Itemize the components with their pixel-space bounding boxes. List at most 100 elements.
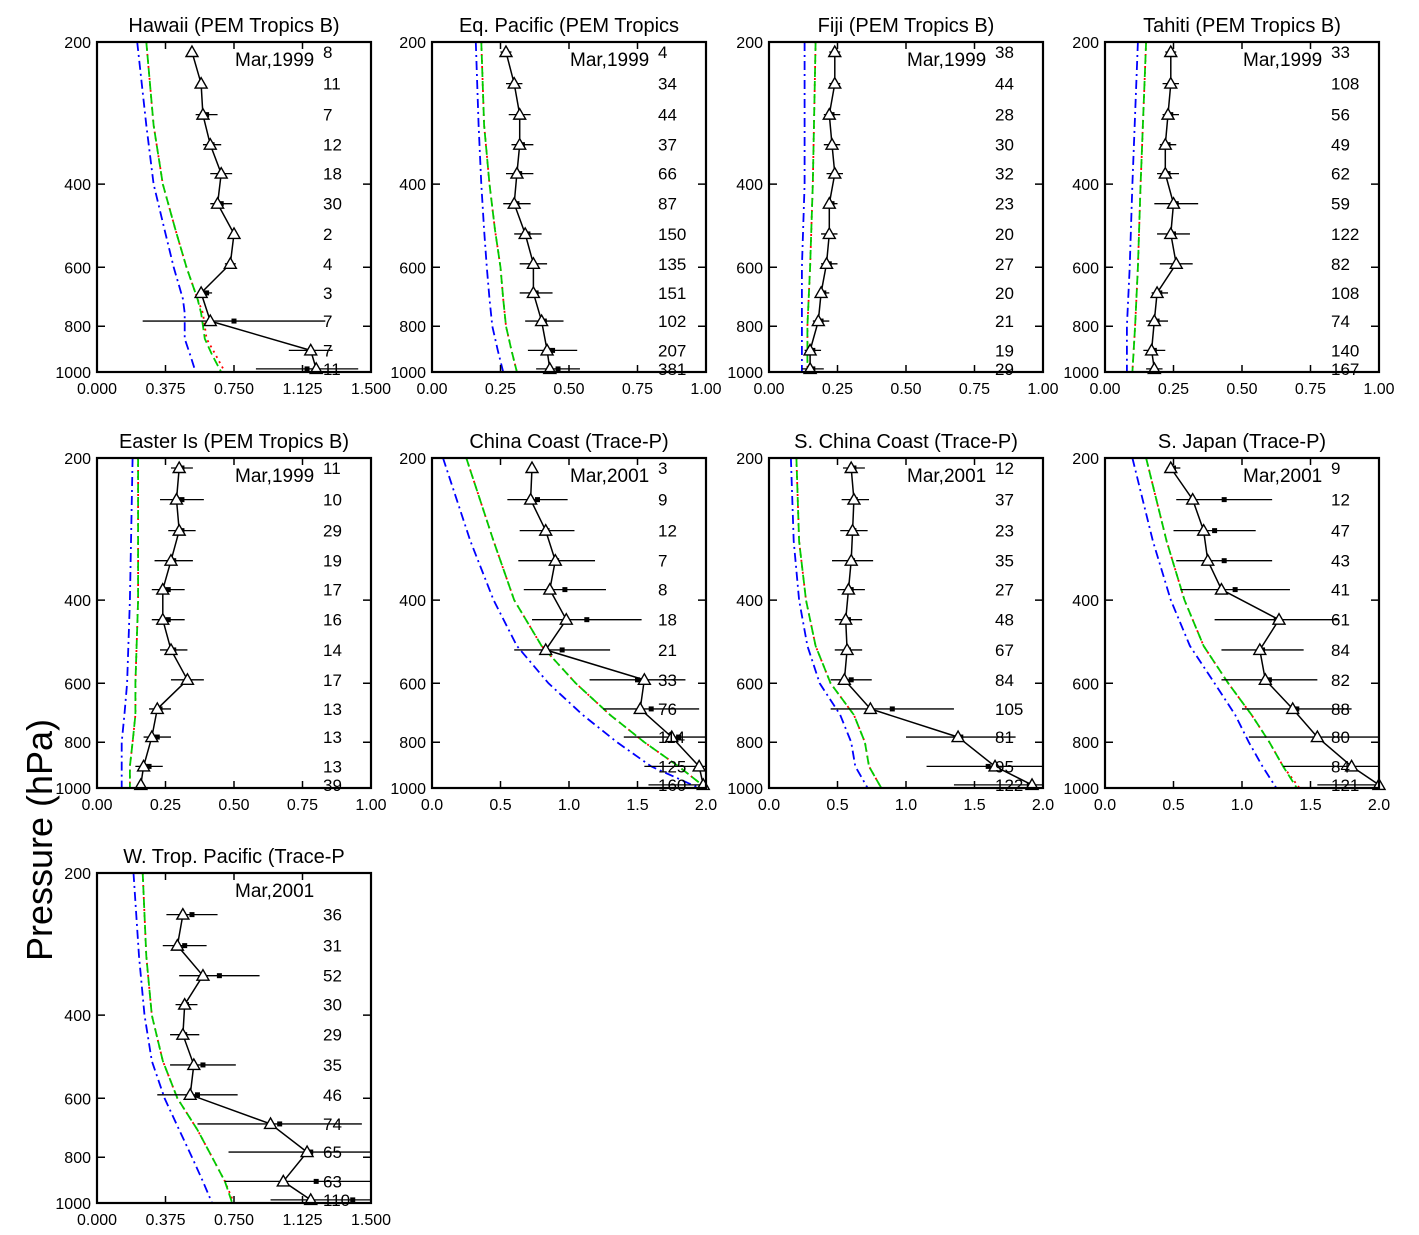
observed-median-marker xyxy=(200,1062,206,1068)
x-tick-label: 0.000 xyxy=(77,1212,117,1229)
sample-count-label: 7 xyxy=(323,106,332,125)
observed-mean-marker xyxy=(950,729,966,743)
sample-count-label: 30 xyxy=(995,136,1014,155)
observed-mean-marker xyxy=(827,166,842,179)
panel-3: Fiji (PEM Tropics B) Mar,1999 38 44 28 30 32 23… xyxy=(727,15,1058,398)
sample-count-label: 27 xyxy=(995,581,1014,600)
observed-mean-marker xyxy=(523,492,538,505)
observed-mean-marker xyxy=(691,758,707,772)
y-tick-label: 800 xyxy=(1072,319,1099,336)
y-tick-label: 600 xyxy=(399,260,426,277)
sample-count-label: 4 xyxy=(323,255,332,274)
sample-count-label: 30 xyxy=(323,996,342,1015)
observed-mean-marker xyxy=(526,256,541,270)
sample-count-label: 135 xyxy=(658,255,686,274)
y-tick-label: 1000 xyxy=(390,781,426,798)
observed-mean-marker xyxy=(1147,313,1162,327)
x-tick-label: 1.0 xyxy=(558,797,580,814)
y-tick-label: 1000 xyxy=(727,365,763,382)
model-curve-red xyxy=(795,457,883,789)
observed-median-marker xyxy=(848,677,854,683)
sample-count-label: 49 xyxy=(1331,136,1350,155)
y-tick-label: 800 xyxy=(64,319,91,336)
sample-count-label: 23 xyxy=(995,522,1014,541)
observed-mean-marker xyxy=(1200,553,1215,566)
x-tick-label: 1.0 xyxy=(1231,797,1253,814)
sample-count-label: 84 xyxy=(1331,641,1350,660)
x-tick-label: 0.50 xyxy=(1226,381,1257,398)
panel-2: Eq. Pacific (PEM Tropics Mar,1999 4 34 44 37 6… xyxy=(390,15,721,398)
sample-count-label: 8 xyxy=(323,43,332,62)
observed-mean-marker xyxy=(822,226,837,240)
sample-count-label: 34 xyxy=(658,75,677,94)
observed-median-marker xyxy=(146,763,152,769)
x-tick-label: 1.5 xyxy=(1299,797,1321,814)
observed-mean-marker xyxy=(839,642,855,656)
sample-count-label: 125 xyxy=(658,757,686,776)
sample-count-label: 19 xyxy=(323,552,342,571)
observed-median-marker xyxy=(676,734,682,740)
x-tick-label: 1.00 xyxy=(1363,381,1394,398)
x-tick-label: 0.00 xyxy=(81,797,112,814)
observed-mean-marker xyxy=(987,758,1003,772)
x-tick-label: 0.25 xyxy=(485,381,516,398)
sample-count-label: 56 xyxy=(1331,106,1350,125)
y-tick-label: 600 xyxy=(1072,676,1099,693)
observed-mean-marker xyxy=(303,342,318,356)
x-tick-label: 0.50 xyxy=(890,381,921,398)
observed-mean-marker xyxy=(210,196,225,209)
observed-mean-marker xyxy=(184,44,200,58)
sample-count-label: 11 xyxy=(323,360,341,379)
observed-mean-marker xyxy=(171,460,187,474)
observed-mean-marker xyxy=(136,758,151,772)
observed-mean-marker xyxy=(838,612,853,625)
y-tick-label: 400 xyxy=(399,593,426,610)
y-tick-label: 600 xyxy=(399,676,426,693)
y-tick-label: 600 xyxy=(736,260,763,277)
y-tick-label: 800 xyxy=(64,1150,91,1167)
observed-mean-marker xyxy=(214,166,229,179)
y-tick-label: 400 xyxy=(64,1008,91,1025)
x-tick-label: 0.75 xyxy=(287,797,318,814)
observed-mean-marker xyxy=(203,137,218,150)
sample-count-label: 20 xyxy=(995,225,1014,244)
y-tick-label: 1000 xyxy=(55,365,91,382)
sample-count-label: 4 xyxy=(658,43,667,62)
sample-count-label: 2 xyxy=(323,225,332,244)
y-tick-label: 800 xyxy=(399,319,426,336)
sample-count-label: 7 xyxy=(323,341,332,360)
panel-8: S. Japan (Trace-P) Mar,2001 9 12 47 43 41 61 84 8… xyxy=(1063,431,1390,814)
y-tick-label: 200 xyxy=(399,35,426,52)
sample-count-label: 11 xyxy=(323,75,341,94)
y-tick-label: 1000 xyxy=(1063,781,1099,798)
observed-mean-marker xyxy=(1185,492,1200,505)
panel-6: China Coast (Trace-P) Mar,2001 3 9 12 7 8 18 21 3… xyxy=(390,431,717,814)
observed-mean-marker xyxy=(155,612,170,625)
model-curve-green xyxy=(1145,457,1298,789)
observed-mean-marker xyxy=(223,256,238,270)
panel-date: Mar,1999 xyxy=(570,50,649,71)
observed-median-marker xyxy=(179,497,185,503)
panel-date: Mar,2001 xyxy=(570,466,649,487)
sample-count-label: 150 xyxy=(658,225,686,244)
sample-count-label: 48 xyxy=(995,611,1014,630)
x-tick-label: 0.00 xyxy=(1089,381,1120,398)
x-tick-label: 1.00 xyxy=(690,381,721,398)
observed-mean-marker xyxy=(163,553,179,566)
y-axis-label: Pressure (hPa) xyxy=(19,719,60,961)
model-curve-green xyxy=(129,458,139,788)
sample-count-label: 167 xyxy=(1331,360,1359,379)
observed-mean-marker xyxy=(186,1057,202,1071)
panel-title: Tahiti (PEM Tropics B) xyxy=(1143,15,1341,37)
model-curve-blue xyxy=(120,457,134,788)
sample-count-label: 37 xyxy=(658,136,677,155)
observed-median-marker xyxy=(985,763,991,769)
x-tick-label: 1.125 xyxy=(282,381,322,398)
observed-mean-marker xyxy=(163,642,179,656)
x-tick-label: 0.0 xyxy=(421,797,443,814)
y-tick-label: 400 xyxy=(736,177,763,194)
model-curve-blue xyxy=(1131,457,1278,789)
panel-title: Easter Is (PEM Tropics B) xyxy=(119,431,349,453)
observed-median-marker xyxy=(635,677,640,683)
panel-5: Easter Is (PEM Tropics B) Mar,1999 11 10 29 1… xyxy=(55,431,386,814)
